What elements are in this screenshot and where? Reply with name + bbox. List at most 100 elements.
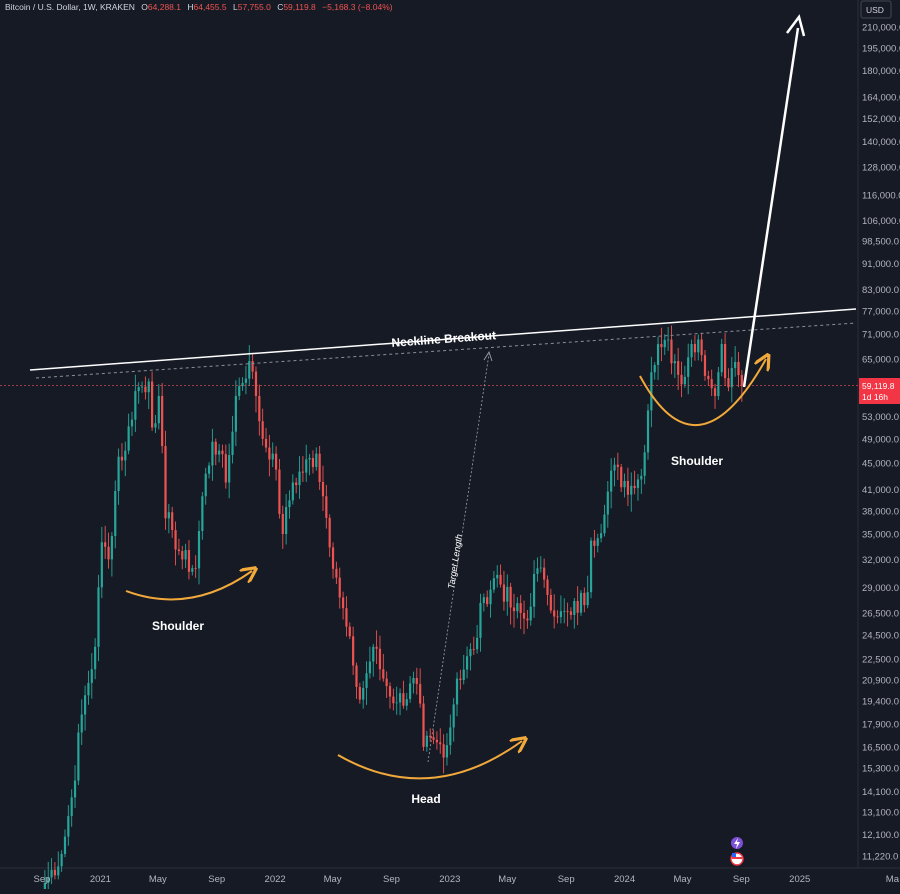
price-tick-label: 98,500.0 [862, 237, 899, 248]
high-value: 64,455.5 [194, 2, 227, 12]
price-badge-countdown: 1d 16h [862, 392, 888, 402]
price-axis[interactable]: 210,000.0 195,000.0 180,000.0 164,000.0 152,… [862, 23, 900, 863]
candle-body [526, 618, 529, 621]
candle-body [442, 744, 445, 758]
candle-body [214, 441, 217, 455]
candle-body [670, 339, 673, 364]
target-length-arrowhead [483, 350, 493, 362]
candle-body [563, 610, 566, 612]
candle-body [372, 646, 375, 662]
candle-body [697, 339, 700, 353]
candle-body [703, 355, 707, 376]
candle-body [83, 695, 87, 715]
candle-body [519, 603, 522, 613]
low-value: 57,755.0 [238, 2, 271, 12]
candle-body [683, 376, 686, 385]
candle-body [274, 453, 278, 470]
candle-body [144, 386, 147, 393]
time-tick-label: Sep [34, 874, 51, 885]
candle-body [114, 490, 117, 536]
time-axis[interactable]: Sep 2021 May Sep 2022 May Sep 2023 May Sep 2024 May… [34, 874, 900, 885]
price-tick-label: 106,000.0 [862, 216, 900, 227]
candle-body [680, 374, 683, 385]
low-label: L [233, 2, 238, 12]
candle-body [459, 678, 462, 680]
candle-body [261, 421, 264, 439]
candle-body [67, 816, 70, 837]
price-tick-label: 13,100.0 [862, 808, 899, 819]
candle-body [184, 550, 187, 560]
candle-body [47, 877, 50, 883]
candle-body [556, 616, 559, 618]
candle-body [720, 344, 723, 373]
candle-body [127, 426, 130, 451]
price-tick-label: 12,100.0 [862, 830, 899, 841]
candle-body [730, 368, 733, 388]
candle-body [177, 549, 181, 552]
candle-body [244, 378, 248, 383]
candle-body [402, 693, 405, 706]
candle-body [522, 612, 526, 619]
close-label: C [277, 2, 283, 12]
candle-body [643, 452, 646, 476]
candle-body [656, 344, 660, 366]
candle-body [455, 678, 459, 705]
candle-body [700, 339, 703, 356]
candle-body [543, 567, 546, 580]
neckline[interactable] [29, 308, 857, 371]
left-shoulder-label: Shoulder [152, 619, 204, 633]
open-value: 64,288.1 [148, 2, 181, 12]
candle-body [462, 669, 465, 680]
candle-body [311, 457, 315, 468]
candle-body [378, 648, 382, 670]
candle-body [104, 542, 107, 547]
open-label: O [141, 2, 148, 12]
price-tick-label: 26,500.0 [862, 608, 899, 619]
candle-body [228, 455, 231, 483]
candle-body [596, 538, 599, 546]
candle-body [529, 606, 532, 621]
candle-body [315, 453, 318, 468]
candle-body [50, 869, 53, 878]
candle-body [502, 584, 506, 602]
candle-body [395, 702, 398, 704]
candle-body [224, 454, 227, 483]
candle-body [197, 531, 201, 569]
target-length-line[interactable] [427, 353, 490, 763]
projection-arrow[interactable] [742, 27, 800, 388]
time-tick-label: Sep [558, 874, 575, 885]
currency-button[interactable] [860, 0, 892, 19]
candle-body [469, 649, 472, 657]
time-tick-label: May [498, 874, 516, 885]
candle-body [231, 431, 234, 456]
candle-body [53, 869, 57, 876]
candle-body [295, 482, 298, 486]
candle-body [288, 500, 291, 508]
price-tick-label: 19,400.0 [862, 697, 899, 708]
candle-body [251, 361, 254, 372]
price-tick-label: 41,000.0 [862, 485, 899, 496]
candle-body [147, 381, 150, 393]
candle-body [355, 665, 358, 687]
candle-body [130, 419, 134, 427]
candle-body [87, 682, 90, 696]
candle-body [633, 485, 636, 489]
candle-body [264, 438, 268, 448]
candle-body [660, 344, 663, 348]
price-badge[interactable] [859, 378, 900, 404]
candle-body [723, 344, 727, 379]
price-tick-label: 20,900.0 [862, 675, 899, 686]
candle-body [301, 471, 304, 473]
candle-body [693, 344, 697, 353]
candle-body [482, 597, 485, 603]
right-shoulder-curve [639, 359, 766, 427]
candle-body [486, 597, 489, 605]
candle-body [717, 372, 720, 397]
candle-body [566, 610, 569, 612]
candle-body [120, 456, 124, 461]
candle-body [241, 382, 244, 387]
candle-body [673, 361, 676, 364]
candle-body [117, 456, 120, 491]
